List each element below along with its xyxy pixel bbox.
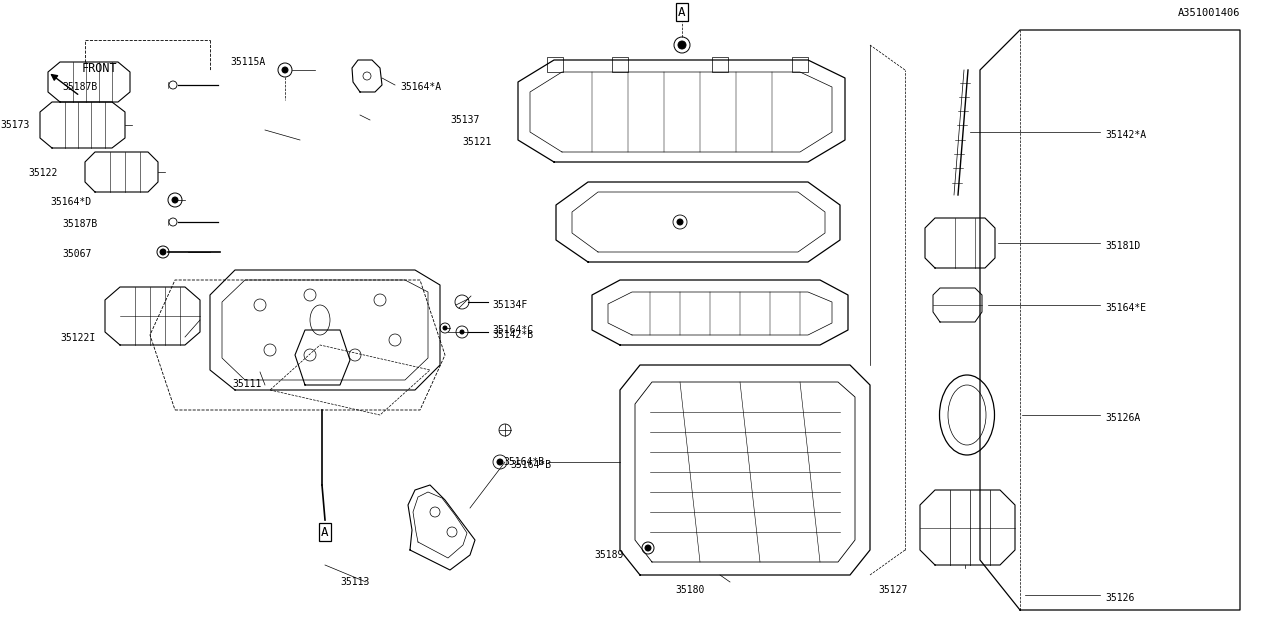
Text: 35126: 35126 [1105, 593, 1134, 603]
Text: 35164*C: 35164*C [492, 325, 534, 335]
Text: A: A [321, 525, 329, 538]
Text: 35067: 35067 [61, 249, 91, 259]
Text: 35121: 35121 [462, 137, 492, 147]
Text: A351001406: A351001406 [1178, 8, 1240, 18]
Text: 35164*D: 35164*D [50, 197, 91, 207]
Bar [712, 57, 728, 72]
Circle shape [497, 459, 503, 465]
Circle shape [443, 326, 447, 330]
Text: 35187B: 35187B [61, 82, 97, 92]
Text: 35164*B: 35164*B [503, 457, 544, 467]
Bar [612, 57, 628, 72]
Text: 35173: 35173 [0, 120, 29, 130]
Text: 35134F: 35134F [492, 300, 527, 310]
Text: 35127: 35127 [878, 585, 908, 595]
Text: 35122I: 35122I [60, 333, 95, 343]
Text: 35181D: 35181D [1105, 241, 1140, 251]
Circle shape [160, 249, 166, 255]
Circle shape [678, 41, 686, 49]
Ellipse shape [948, 385, 986, 445]
Circle shape [282, 67, 288, 73]
Text: 35187B: 35187B [61, 219, 97, 229]
Text: 35164*A: 35164*A [401, 82, 442, 92]
Text: 35142*A: 35142*A [1105, 130, 1146, 140]
Text: 35180: 35180 [675, 585, 704, 595]
Text: 35189: 35189 [594, 550, 623, 560]
Text: FRONT: FRONT [82, 61, 118, 74]
Text: A: A [678, 6, 686, 19]
Text: 35122: 35122 [28, 168, 58, 178]
Text: 35137: 35137 [451, 115, 480, 125]
Text: 35111: 35111 [232, 379, 261, 389]
Circle shape [677, 219, 684, 225]
Circle shape [645, 545, 652, 551]
Ellipse shape [940, 375, 995, 455]
Text: 35164*B: 35164*B [509, 460, 552, 470]
Text: 35115A: 35115A [230, 57, 265, 67]
Text: 35142*B: 35142*B [492, 330, 534, 340]
Bar [792, 57, 808, 72]
Bar [547, 57, 563, 72]
Text: 35164*E: 35164*E [1105, 303, 1146, 313]
Text: 35126A: 35126A [1105, 413, 1140, 423]
Circle shape [172, 197, 178, 203]
Text: 35113: 35113 [340, 577, 370, 587]
Circle shape [460, 330, 465, 334]
